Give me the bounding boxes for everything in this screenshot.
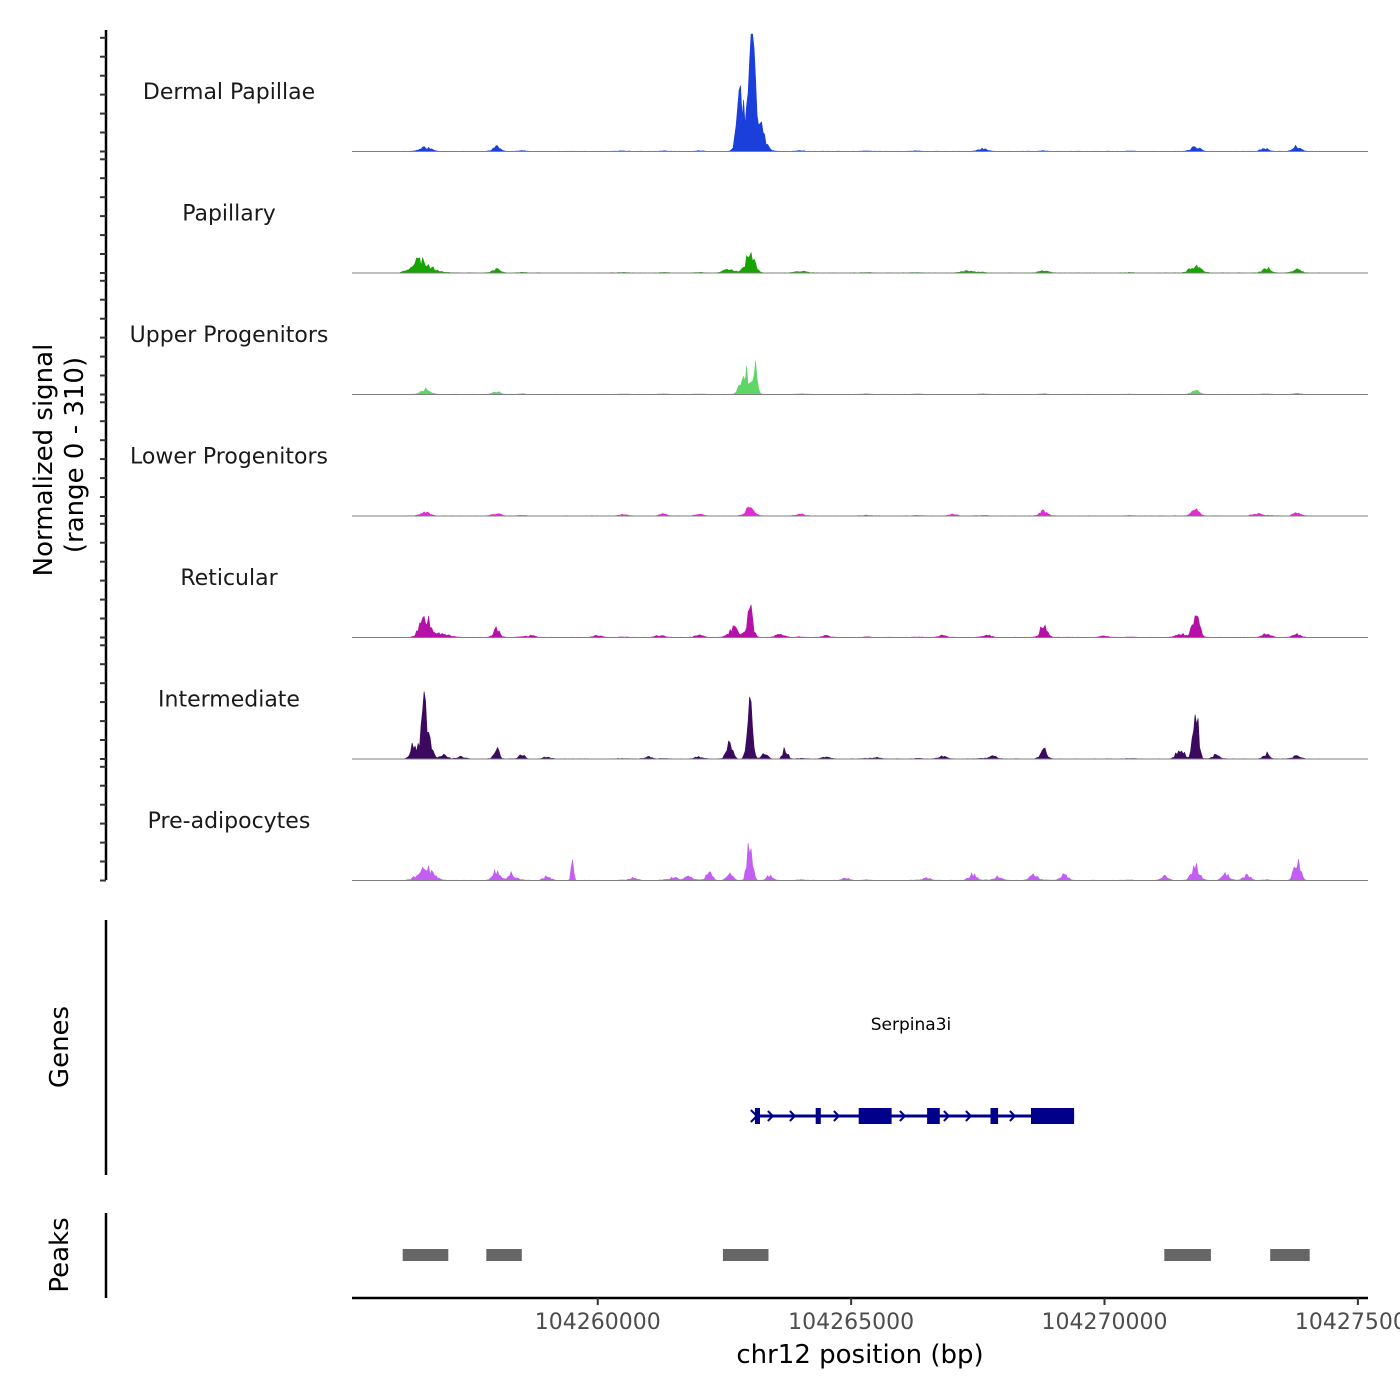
x-axis-ticks: 104260000 104265000 104270000 104275000 (535, 1298, 1400, 1335)
x-axis-title: chr12 position (bp) (736, 1340, 983, 1370)
track-lower-progenitors: Lower Progenitors (130, 445, 1368, 517)
track-papillary: Papillary (182, 202, 1368, 274)
track-reticular: Reticular (180, 566, 1368, 638)
genes-track-title: Genes (45, 1006, 75, 1088)
signal-y-axis-ticks (100, 36, 106, 882)
coverage-area (399, 251, 1323, 274)
peak-region (486, 1249, 522, 1261)
strand-arrow (965, 1110, 973, 1122)
y-axis-title-line1: Normalized signal (29, 344, 59, 577)
strand-arrow (899, 1110, 907, 1122)
y-axis-title-line2: (range 0 - 310) (60, 357, 90, 553)
track-label: Papillary (182, 202, 276, 227)
track-label: Intermediate (158, 688, 300, 713)
track-label: Reticular (180, 566, 278, 591)
strand-arrow (833, 1110, 841, 1122)
peak-region (1164, 1249, 1211, 1261)
x-tick-label: 104270000 (1042, 1310, 1168, 1335)
gene-exon (754, 1108, 760, 1124)
gene-serpina3i (750, 1108, 1075, 1124)
coverage-area (399, 33, 1323, 152)
x-tick-label: 104260000 (535, 1310, 661, 1335)
gene-exon (990, 1108, 999, 1124)
gene-exon (858, 1108, 892, 1124)
strand-arrow (1009, 1110, 1017, 1122)
strand-arrow (767, 1110, 775, 1122)
gene-exon (815, 1108, 821, 1124)
peak-region (1270, 1249, 1310, 1261)
track-label: Pre-adipocytes (148, 809, 311, 834)
track-intermediate: Intermediate (158, 688, 1368, 760)
peak-regions (402, 1249, 1310, 1261)
coverage-area (399, 506, 1323, 517)
x-tick-label: 104265000 (788, 1310, 914, 1335)
gene-label: Serpina3i (871, 1015, 951, 1035)
track-label: Upper Progenitors (130, 323, 329, 348)
peak-region (402, 1249, 449, 1261)
coverage-area (399, 843, 1323, 881)
peaks-track-title: Peaks (45, 1217, 75, 1292)
strand-arrow (789, 1110, 797, 1122)
gene-exon (927, 1108, 940, 1124)
track-dermal-papillae: Dermal Papillae (143, 33, 1368, 152)
track-label: Dermal Papillae (143, 80, 315, 105)
track-pre-adipocytes: Pre-adipocytes (148, 809, 1368, 881)
x-tick-label: 104275000 (1295, 1310, 1400, 1335)
peak-region (722, 1249, 769, 1261)
strand-arrow (943, 1110, 951, 1122)
coverage-area (399, 361, 1323, 395)
coverage-tracks: Dermal Papillae Papillary Upper Progenitor… (130, 33, 1368, 881)
track-upper-progenitors: Upper Progenitors (130, 323, 1368, 395)
track-label: Lower Progenitors (130, 445, 328, 470)
gene-exon (1031, 1108, 1075, 1124)
coverage-area (399, 691, 1323, 760)
coverage-area (400, 604, 1323, 638)
